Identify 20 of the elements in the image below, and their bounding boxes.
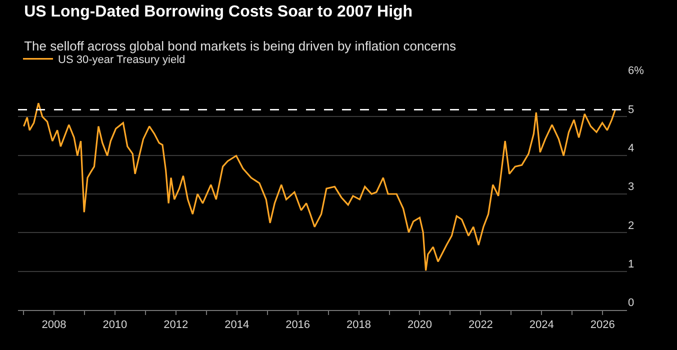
legend-label: US 30-year Treasury yield [58,54,186,66]
x-tick-label: 2008 [42,319,66,332]
x-tick-label: 2018 [346,319,372,332]
y-tick-label: 4 [628,142,634,154]
x-tick-label: 2020 [407,319,432,332]
y-tick-label: 0 [628,297,634,310]
y-tick-label: 6% [628,65,644,78]
chart-title: US Long-Dated Borrowing Costs Soar to 2007 High [24,3,413,20]
x-tick-label: 2010 [102,319,128,332]
y-tick-label: 3 [628,181,634,194]
y-tick-label: 5 [628,104,634,116]
y-tick-label: 2 [628,220,634,232]
chart-subtitle: The selloff across global bond markets is being driven by inflation concerns [24,38,456,54]
x-tick-label: 2022 [468,319,493,332]
y-tick-label: 1 [628,258,634,270]
x-tick-label: 2016 [286,319,310,332]
x-tick-label: 2026 [590,319,615,332]
x-tick-label: 2014 [224,319,250,332]
x-tick-label: 2024 [529,319,554,332]
x-tick-label: 2012 [164,319,188,332]
